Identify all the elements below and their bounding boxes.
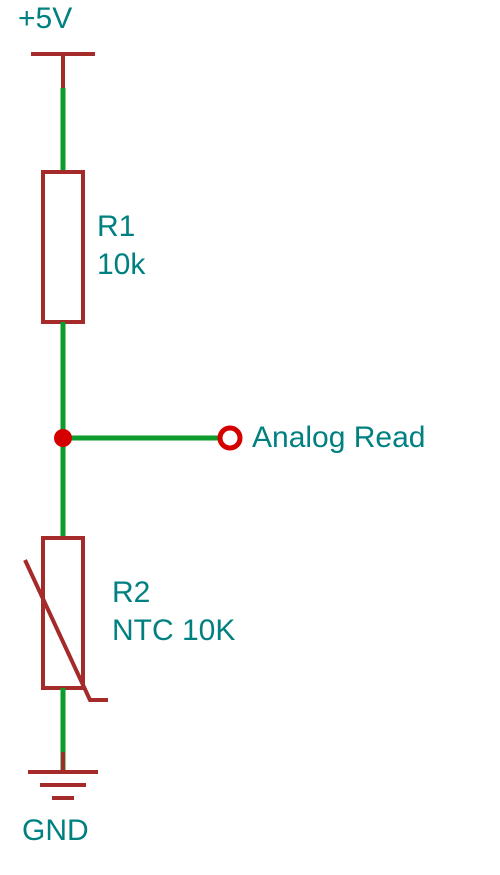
r1-resistor (43, 172, 83, 322)
gnd-symbol (28, 770, 98, 798)
output-terminal-icon (220, 428, 240, 448)
r2-value-label: NTC 10K (112, 614, 235, 648)
vcc-label: +5V (18, 2, 72, 36)
output-label: Analog Read (252, 421, 425, 455)
vcc-symbol (31, 54, 95, 88)
r1-name-label: R1 (97, 210, 135, 244)
junction-node-icon (54, 429, 72, 447)
r2-name-label: R2 (112, 576, 150, 610)
gnd-label: GND (22, 814, 89, 848)
r1-value-label: 10k (97, 248, 145, 282)
